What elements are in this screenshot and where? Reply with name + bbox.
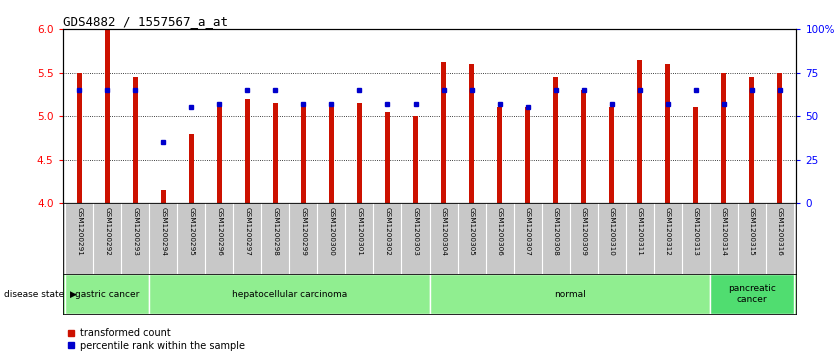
- Bar: [497, 107, 502, 203]
- Text: normal: normal: [554, 290, 585, 298]
- Bar: [721, 73, 726, 203]
- Bar: [430, 274, 710, 314]
- Bar: [65, 274, 149, 314]
- Text: GSM1200304: GSM1200304: [440, 207, 446, 256]
- Bar: [637, 60, 642, 203]
- Text: GSM1200314: GSM1200314: [721, 207, 726, 256]
- Text: GSM1200298: GSM1200298: [273, 207, 279, 256]
- Bar: [665, 64, 671, 203]
- Bar: [329, 107, 334, 203]
- Text: GSM1200305: GSM1200305: [469, 207, 475, 256]
- Text: GDS4882 / 1557567_a_at: GDS4882 / 1557567_a_at: [63, 15, 228, 28]
- Bar: [609, 107, 614, 203]
- Text: GSM1200310: GSM1200310: [609, 207, 615, 256]
- Bar: [749, 77, 754, 203]
- Text: GSM1200313: GSM1200313: [692, 207, 699, 256]
- Bar: [357, 103, 362, 203]
- Text: hepatocellular carcinoma: hepatocellular carcinoma: [232, 290, 347, 298]
- Bar: [161, 190, 166, 203]
- Bar: [693, 107, 698, 203]
- Bar: [273, 103, 278, 203]
- Text: GSM1200292: GSM1200292: [104, 207, 110, 256]
- Text: GSM1200315: GSM1200315: [749, 207, 755, 256]
- Bar: [133, 77, 138, 203]
- Bar: [245, 99, 250, 203]
- Text: GSM1200312: GSM1200312: [665, 207, 671, 256]
- Text: GSM1200303: GSM1200303: [413, 207, 419, 256]
- Bar: [188, 134, 194, 203]
- Text: GSM1200307: GSM1200307: [525, 207, 530, 256]
- Text: GSM1200316: GSM1200316: [776, 207, 782, 256]
- Bar: [385, 112, 390, 203]
- Legend: transformed count, percentile rank within the sample: transformed count, percentile rank withi…: [68, 328, 245, 351]
- Bar: [413, 116, 418, 203]
- Text: GSM1200309: GSM1200309: [580, 207, 586, 256]
- Bar: [777, 73, 782, 203]
- Bar: [525, 107, 530, 203]
- Text: GSM1200293: GSM1200293: [133, 207, 138, 256]
- Bar: [77, 73, 82, 203]
- Bar: [553, 77, 558, 203]
- Bar: [217, 103, 222, 203]
- Text: GSM1200302: GSM1200302: [384, 207, 390, 256]
- Text: GSM1200295: GSM1200295: [188, 207, 194, 256]
- Text: GSM1200294: GSM1200294: [160, 207, 167, 256]
- Bar: [581, 90, 586, 203]
- Text: GSM1200311: GSM1200311: [636, 207, 643, 256]
- Text: GSM1200291: GSM1200291: [77, 207, 83, 256]
- Text: GSM1200301: GSM1200301: [356, 207, 363, 256]
- Text: GSM1200296: GSM1200296: [216, 207, 223, 256]
- Bar: [149, 274, 430, 314]
- Text: GSM1200306: GSM1200306: [496, 207, 503, 256]
- Text: GSM1200308: GSM1200308: [553, 207, 559, 256]
- Bar: [710, 274, 794, 314]
- Text: GSM1200299: GSM1200299: [300, 207, 306, 256]
- Text: gastric cancer: gastric cancer: [75, 290, 139, 298]
- Text: GSM1200300: GSM1200300: [329, 207, 334, 256]
- Bar: [105, 29, 110, 203]
- Bar: [469, 64, 474, 203]
- Bar: [301, 107, 306, 203]
- Text: pancreatic
cancer: pancreatic cancer: [728, 284, 776, 304]
- Text: disease state  ▶: disease state ▶: [4, 290, 77, 298]
- Bar: [441, 62, 446, 203]
- Text: GSM1200297: GSM1200297: [244, 207, 250, 256]
